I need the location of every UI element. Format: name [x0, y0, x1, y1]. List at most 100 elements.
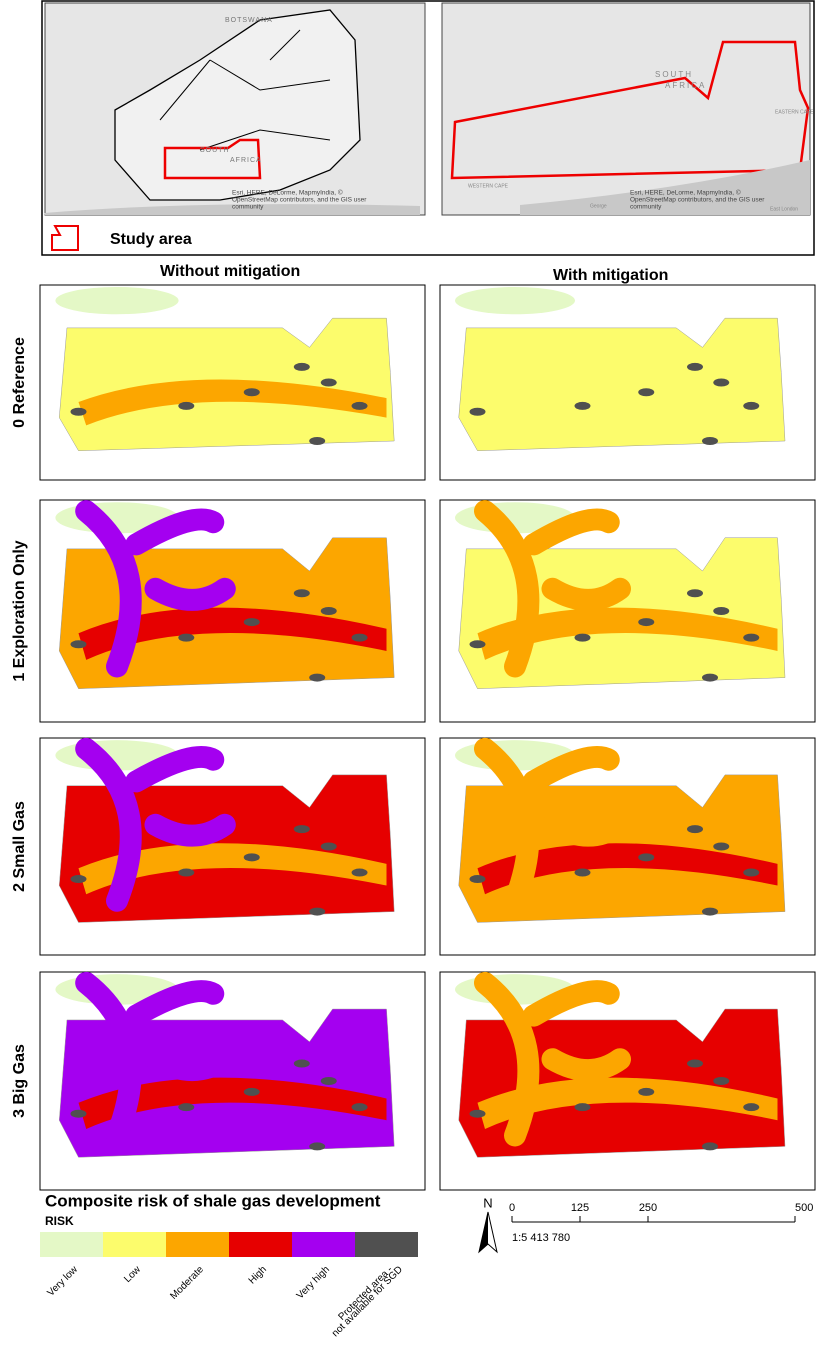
risk-map-panel [439, 499, 816, 723]
risk-map-panel [439, 971, 816, 1191]
protected-area [351, 868, 368, 877]
sea [44, 160, 810, 215]
protected-area [638, 1087, 655, 1096]
protected-area [713, 842, 730, 851]
risk-map-panel [39, 971, 426, 1191]
north-arrow-half [479, 1212, 488, 1252]
row-label: 2 Small Gas [11, 801, 28, 892]
protected-area [702, 437, 718, 445]
buffer-arm [75, 971, 236, 1147]
buffer-arm [474, 500, 631, 678]
buffer-arm [75, 500, 236, 678]
legend-label: not available for SGD [330, 1264, 405, 1339]
risk-map-panel [439, 284, 816, 481]
map-label: BOTSWANA [225, 17, 273, 24]
attribution: Esri, HERE, DeLorme, MapmyIndia, © [232, 189, 343, 197]
protected-area [351, 401, 368, 410]
column-header: With mitigation [553, 267, 668, 284]
row-label: 3 Big Gas [11, 1044, 28, 1118]
protected-area [574, 633, 591, 642]
protected-area [70, 407, 87, 416]
buffer-arm [75, 737, 236, 912]
buffer-arm [474, 737, 631, 912]
protected-area [293, 362, 310, 371]
legend-label: Moderate [168, 1264, 206, 1302]
protected-area [687, 825, 703, 834]
protected-area [687, 589, 703, 598]
protected-area [320, 607, 337, 615]
protected-area [743, 868, 760, 877]
protected-area [243, 1087, 260, 1096]
study-area-zoom [450, 40, 810, 180]
map-label: WESTERN CAPE [468, 183, 509, 189]
study-area-symbol [51, 225, 79, 251]
attribution: community [630, 204, 662, 211]
map-label: EASTERN CAPE [775, 109, 814, 115]
protected-area [178, 633, 195, 642]
protected-area [687, 362, 703, 371]
risk-band [477, 843, 778, 895]
legend-label: Very high [295, 1264, 332, 1301]
risk-map-panel [39, 284, 426, 481]
buffer-arm [474, 971, 631, 1147]
legend-label: High [247, 1264, 269, 1286]
protected-area [351, 633, 368, 642]
map-label: East London [770, 206, 798, 212]
attribution: OpenStreetMap contributors, and the GIS … [232, 197, 367, 204]
legend-swatch [355, 1232, 418, 1257]
scale-tick-label: 0 [509, 1202, 515, 1214]
protected-area [70, 640, 87, 649]
legend-label: Low [122, 1264, 143, 1285]
attribution: OpenStreetMap contributors, and the GIS … [630, 197, 765, 204]
study-area-label: Study area [110, 231, 192, 248]
legend-swatch [103, 1232, 166, 1257]
protected-area [469, 875, 486, 884]
protected-area [574, 1103, 591, 1112]
protected-area [178, 1103, 195, 1112]
scale-tick-label: 250 [639, 1202, 657, 1214]
protected-area [469, 1109, 486, 1118]
risk-band [78, 843, 387, 895]
protected-area [178, 401, 195, 410]
protected-area [638, 618, 655, 627]
risk-band [477, 1077, 778, 1129]
protected-area [293, 825, 310, 834]
legend-label: Very low [45, 1264, 80, 1299]
protected-area [309, 437, 326, 445]
country-outline [114, 9, 361, 201]
scale-tick-label: 500 km [795, 1202, 817, 1214]
protected-area [309, 673, 326, 682]
legend-swatch [229, 1232, 292, 1257]
protected-area [574, 401, 591, 410]
map-label: SOUTH [200, 147, 230, 154]
protected-area [293, 1059, 310, 1068]
protected-area [687, 1059, 703, 1068]
protected-area [638, 388, 655, 397]
buffer-zone [55, 286, 179, 315]
protected-area [309, 907, 326, 916]
protected-area [702, 1142, 718, 1151]
protected-area [702, 907, 718, 916]
risk-band [477, 607, 778, 660]
protected-area [574, 868, 591, 877]
map-label: George [590, 203, 607, 209]
buffer-zone [455, 286, 575, 315]
map-label: AFRICA [665, 81, 706, 90]
protected-area [743, 1103, 760, 1112]
map-label: AFRICA [230, 157, 262, 164]
protected-area [713, 378, 730, 387]
risk-band [477, 379, 778, 426]
attribution: Esri, HERE, DeLorme, MapmyIndia, © [630, 189, 741, 197]
legend-heading: RISK [45, 1214, 74, 1228]
row-label: 1 Exploration Only [11, 540, 28, 681]
study-area-inset [163, 138, 262, 180]
protected-area [70, 1109, 87, 1118]
protected-area [243, 853, 260, 862]
column-header: Without mitigation [160, 263, 300, 280]
protected-area [243, 388, 260, 397]
risk-map-panel [39, 499, 426, 723]
scale-ratio: 1:5 413 780 [512, 1232, 570, 1244]
legend-swatch [166, 1232, 229, 1257]
legend-title: Composite risk of shale gas development [45, 1191, 381, 1210]
